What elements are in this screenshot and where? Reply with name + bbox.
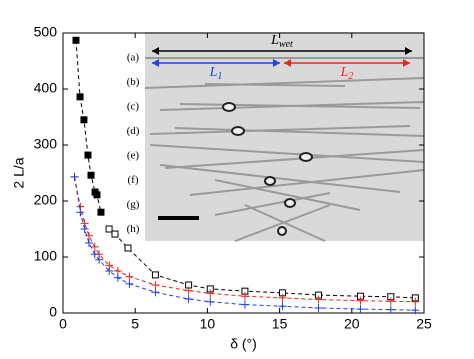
plus-marker <box>80 225 89 233</box>
plus-marker <box>95 255 104 264</box>
x-tick-label: 15 <box>272 316 288 332</box>
series-line <box>74 176 416 303</box>
plus-marker <box>105 267 114 275</box>
plus-marker <box>151 288 160 297</box>
plus-marker <box>240 300 249 309</box>
plus-marker <box>240 292 249 301</box>
length-subscript: 1 <box>217 71 222 82</box>
length-symbol: L <box>270 33 279 48</box>
y-tick-label: 400 <box>34 80 58 96</box>
square-marker <box>72 36 80 44</box>
length-subscript: wet <box>279 39 293 50</box>
plus-marker <box>76 208 85 217</box>
plus-marker <box>151 281 160 289</box>
y-tick-label: 0 <box>49 304 57 320</box>
plus-marker <box>411 306 420 315</box>
square-marker <box>87 171 95 179</box>
y-tick-label: 100 <box>34 248 58 264</box>
square-marker <box>80 116 88 124</box>
x-tick-label: 0 <box>59 316 67 332</box>
panel-label: (g) <box>127 199 140 211</box>
length-label: L2 <box>340 65 354 82</box>
panel-label: (f) <box>128 174 139 186</box>
plus-marker <box>184 286 193 295</box>
square-marker <box>111 230 119 238</box>
square-marker <box>124 244 132 252</box>
y-tick-label: 500 <box>34 24 58 40</box>
square-marker <box>105 225 113 233</box>
length-label: L1 <box>209 65 223 82</box>
plus-marker <box>90 250 99 259</box>
square-marker <box>76 93 84 101</box>
plus-marker <box>70 172 79 181</box>
length-arrows <box>152 47 412 67</box>
series-line <box>75 40 102 213</box>
plus-marker <box>125 279 134 288</box>
plus-marker <box>90 242 99 251</box>
x-tick-label: 20 <box>344 316 360 332</box>
x-tick-label: 25 <box>416 316 432 332</box>
plus-marker <box>411 297 420 306</box>
plus-marker <box>125 272 134 281</box>
panel-label: (d) <box>127 125 140 137</box>
panel-label: (a) <box>127 52 140 64</box>
length-subscript: 2 <box>348 71 353 82</box>
length-symbol: L <box>209 65 218 80</box>
plus-marker <box>356 296 365 305</box>
y-tick-label: 300 <box>34 136 58 152</box>
plus-marker <box>278 302 287 311</box>
plus-marker <box>84 239 93 247</box>
length-symbol: L <box>340 65 349 80</box>
plus-marker <box>206 289 215 298</box>
square-marker <box>97 208 105 216</box>
plus-marker <box>206 297 215 306</box>
x-tick-label: 5 <box>131 316 139 332</box>
plus-marker <box>113 273 122 282</box>
plus-marker <box>113 267 122 275</box>
plus-marker <box>356 305 365 314</box>
droplets <box>222 102 313 236</box>
plus-marker <box>386 297 395 306</box>
plus-marker <box>386 305 395 314</box>
plot-frame <box>62 32 425 314</box>
square-marker <box>84 151 92 159</box>
panel-label: (c) <box>127 101 140 113</box>
square-marker <box>151 271 159 279</box>
length-label: Lwet <box>270 33 293 50</box>
panel-label: (b) <box>127 76 140 88</box>
photo-background <box>145 32 424 241</box>
x-tick-label: 10 <box>200 316 216 332</box>
panel-label: (e) <box>127 150 140 162</box>
series-line <box>74 176 416 311</box>
panel-label: (h) <box>127 223 140 235</box>
plus-marker <box>84 231 93 240</box>
plus-marker <box>314 295 323 304</box>
y-axis-label: 2 L/a <box>11 157 27 188</box>
plus-marker <box>278 293 287 302</box>
fibers <box>144 57 425 242</box>
x-axis-label: δ (°) <box>230 336 257 352</box>
square-marker <box>93 191 101 199</box>
plus-marker <box>184 295 193 303</box>
inset-photo <box>144 32 425 242</box>
y-tick-label: 200 <box>34 192 58 208</box>
plus-marker <box>314 303 323 312</box>
